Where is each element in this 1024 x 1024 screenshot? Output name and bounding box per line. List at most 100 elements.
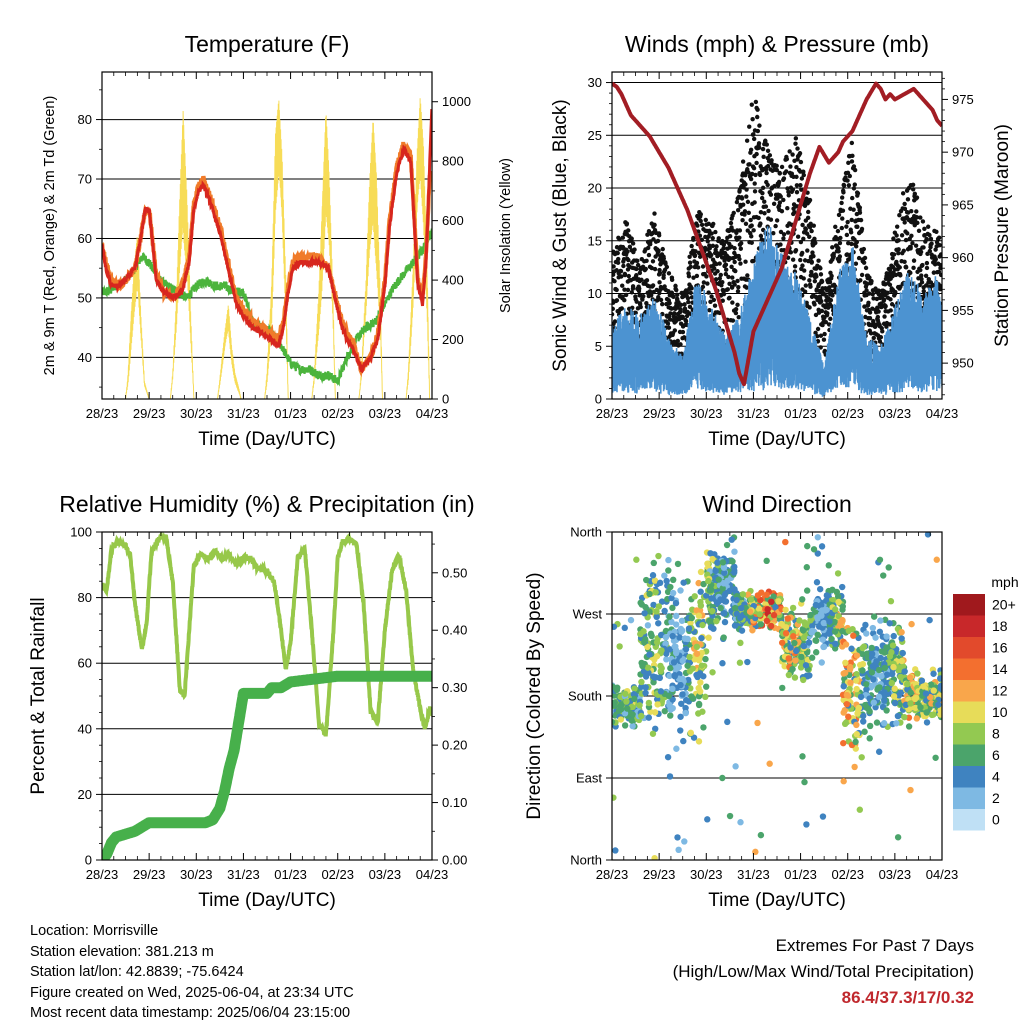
direction-point [775,598,782,605]
direction-point [640,628,647,635]
gust-point [614,287,619,293]
direction-point [707,624,715,631]
gust-point [672,328,678,333]
direction-point [719,660,726,667]
direction-point [767,622,775,630]
direction-point [658,647,665,654]
direction-point [679,675,686,683]
gust-point [656,248,661,254]
gust-point [809,228,814,234]
gust-point [915,220,920,226]
gust-point [758,233,764,239]
gust-point [922,226,927,232]
gust-point [634,273,639,278]
humidity-y-tick-label: 100 [70,525,92,540]
direction-point [697,588,704,595]
direction-point [923,709,930,716]
gust-point [699,222,705,227]
total-rainfall-line [102,670,432,860]
direction-point [707,550,714,557]
direction-point [673,621,680,628]
direction-band [665,560,710,854]
direction-point [721,610,728,617]
gust-point [852,167,858,173]
gust-point [849,159,855,164]
direction-point [812,637,820,644]
gust-point [808,284,813,289]
direction-point [834,570,842,577]
gust-point [639,277,644,283]
direction-point [888,649,895,656]
direction-point [885,564,892,571]
gust-point [851,164,857,169]
humidity-x-tick-label: 01/23 [274,867,307,882]
direction-point [840,739,847,747]
direction-point [802,662,810,669]
gust-point [785,230,791,235]
direction-point [860,712,867,720]
gust-point [792,264,798,269]
gust-point [728,220,734,226]
gust-point [629,236,634,241]
gust-point [747,124,752,129]
direction-point [840,683,847,690]
gust-point [691,237,696,242]
gust-point [927,232,932,238]
gust-point [720,238,725,244]
gust-point [757,123,762,128]
direction-point [648,632,655,640]
gust-point [638,304,643,310]
gust-point [736,314,741,320]
gust-point [740,202,746,207]
gust-point [919,276,924,282]
direction-point [792,657,799,664]
gust-point [779,164,785,170]
gust-point [705,239,710,244]
gust-point [848,230,854,235]
gust-point [793,248,799,253]
gust-point [854,244,859,249]
gust-point [660,301,665,307]
direction-point [700,724,707,731]
direction-point [666,672,673,680]
direction-point [637,599,644,606]
direction-point [720,634,727,641]
direction-point [800,642,808,650]
direction-point [877,654,885,662]
gust-point [818,345,823,350]
direction-point [876,628,884,635]
gust-point [864,288,869,293]
direction-point [650,601,657,609]
gust-point [689,295,695,300]
gust-point [811,223,816,228]
gust-point [903,237,909,243]
direction-point [724,718,731,726]
gust-point [620,283,625,288]
gust-point [790,187,796,192]
gust-point [765,148,771,153]
winds-x-tick-label: 31/23 [737,406,770,421]
direction-point [673,664,680,672]
gust-point [806,209,811,215]
gust-point [856,255,862,261]
humidity-y-tick-label: 20 [78,787,92,802]
direction-point [842,641,850,648]
gust-point [673,283,678,289]
direction-band [807,534,847,820]
gust-point [652,211,657,216]
direction-point [880,572,887,579]
gust-point [801,172,806,178]
temperature-y2-tick-label: 1000 [442,94,471,109]
direction-point [812,649,820,656]
humidity-x-tick-label: 03/23 [369,867,402,882]
direction-point [697,602,705,609]
gust-point [918,215,923,220]
direction-point [843,700,851,708]
gust-point [671,294,676,300]
direction-point [768,598,775,605]
gust-point [742,209,748,214]
gust-point [861,260,867,265]
direction-point [782,630,790,637]
direction-point [688,614,695,622]
gust-point [660,246,665,252]
